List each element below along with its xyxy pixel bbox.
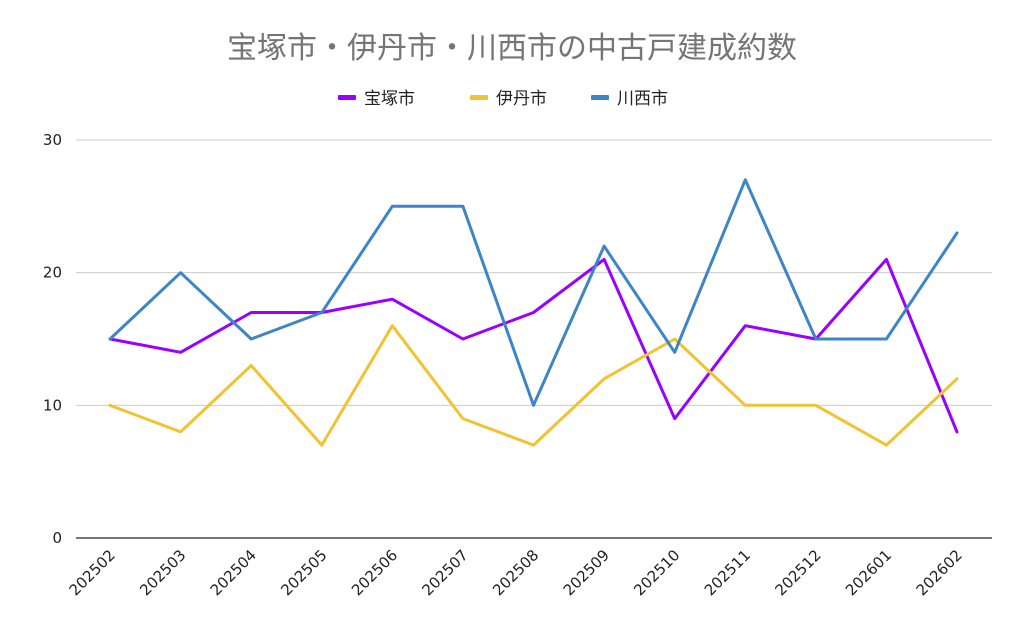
legend-swatch <box>591 95 609 100</box>
y-tick-label: 10 <box>43 396 62 414</box>
legend-label: 川西市 <box>617 89 668 109</box>
legend-swatch <box>338 95 356 100</box>
series-line[interactable] <box>108 178 959 407</box>
series-lines <box>108 178 959 447</box>
x-tick-label: 202504 <box>207 546 260 599</box>
x-tick-label: 202502 <box>66 546 119 599</box>
x-tick-label: 202510 <box>630 546 683 599</box>
legend-label: 伊丹市 <box>496 89 547 109</box>
legend-item[interactable]: 伊丹市 <box>470 89 547 109</box>
x-tick-label: 202601 <box>842 546 895 599</box>
gridlines <box>76 139 992 406</box>
legend-item[interactable]: 川西市 <box>591 89 668 109</box>
x-tick-label: 202512 <box>771 546 824 599</box>
chart-title: 宝塚市・伊丹市・川西市の中古戸建成約数 <box>227 31 797 66</box>
legend-label: 宝塚市 <box>364 89 415 109</box>
x-axis-ticks: 202502 202503 202504 202505 202506 202507 2025… <box>66 546 966 599</box>
y-axis-ticks: 0 10 20 30 <box>43 131 62 547</box>
series-line[interactable] <box>108 324 959 447</box>
x-tick-label: 202508 <box>489 546 542 599</box>
y-tick-label: 20 <box>43 264 62 282</box>
x-tick-label: 202503 <box>136 546 189 599</box>
x-tick-label: 202511 <box>701 546 754 599</box>
legend-item[interactable]: 宝塚市 <box>338 89 415 109</box>
x-tick-label: 202506 <box>348 546 401 599</box>
legend: 宝塚市 伊丹市 川西市 <box>338 89 668 109</box>
x-tick-label: 202505 <box>277 546 330 599</box>
x-tick-label: 202602 <box>913 546 966 599</box>
legend-swatch <box>470 95 488 100</box>
x-tick-label: 202507 <box>419 546 472 599</box>
y-tick-label: 30 <box>43 131 62 149</box>
x-tick-label: 202509 <box>560 546 613 599</box>
y-tick-label: 0 <box>52 529 62 547</box>
